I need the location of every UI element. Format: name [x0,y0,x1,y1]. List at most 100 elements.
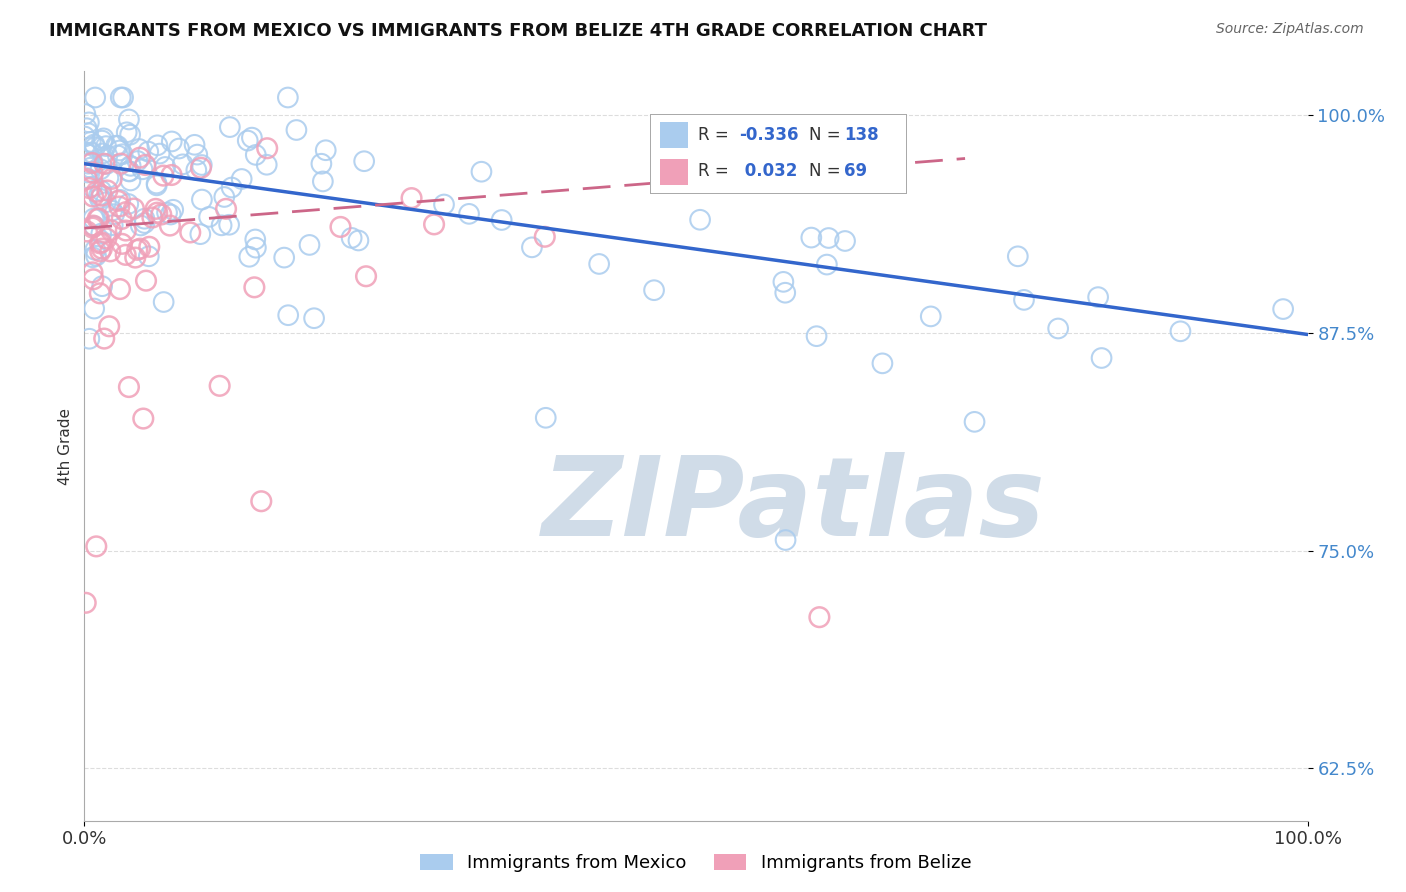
Point [145,202,167,216]
Point [76,165,98,179]
Point [491,213,513,227]
Point [808,610,831,624]
Point [118,164,141,178]
Point [100,171,122,186]
Point [79,161,101,175]
Point [83,219,105,234]
Point [128,142,150,156]
Point [141,211,163,225]
Point [218,120,240,134]
Point [311,157,333,171]
Point [97,170,120,185]
Point [75,107,97,121]
Point [256,158,278,172]
Point [152,169,174,183]
Point [77,126,100,140]
Point [134,158,156,172]
Point [872,356,894,370]
Point [82,165,104,179]
Point [779,161,801,176]
Text: R =: R = [699,161,734,180]
Point [118,112,141,127]
Point [588,257,610,271]
Point [96,157,118,171]
Point [146,138,169,153]
Point [236,134,259,148]
Point [86,185,108,199]
Point [458,207,481,221]
Point [136,145,159,159]
Point [354,269,377,284]
Point [800,230,823,244]
Point [155,160,177,174]
Point [145,178,167,193]
Point [122,202,145,216]
Point [689,212,711,227]
Point [215,202,238,216]
Point [89,162,111,177]
Point [110,90,132,104]
FancyBboxPatch shape [659,122,688,148]
Point [160,168,183,182]
Point [534,410,557,425]
Point [312,174,335,188]
Point [93,131,115,145]
Point [90,227,112,241]
Point [127,243,149,257]
Point [160,135,183,149]
Point [77,181,100,195]
Point [172,157,194,171]
Point [208,379,231,393]
Point [94,139,117,153]
Point [114,248,136,262]
Point [107,139,129,153]
Point [231,172,253,186]
Text: R =: R = [699,127,734,145]
Point [84,140,107,154]
Point [1007,249,1029,263]
Point [315,143,337,157]
Point [111,211,134,226]
Point [84,540,107,554]
Point [75,146,97,161]
Point [80,135,103,149]
Point [423,218,446,232]
Point [772,275,794,289]
Point [114,223,136,237]
Point [98,319,121,334]
Point [107,148,129,162]
Point [533,229,555,244]
Point [806,329,828,343]
Point [89,244,111,259]
Point [98,244,121,259]
Point [82,155,104,169]
Point [103,207,125,221]
Point [118,380,141,394]
Point [138,249,160,263]
Y-axis label: 4th Grade: 4th Grade [58,408,73,484]
Point [100,223,122,237]
Text: 0.032: 0.032 [740,161,797,180]
Point [773,285,796,300]
Point [340,231,363,245]
Point [104,138,127,153]
Point [101,218,124,232]
Point [86,211,108,226]
Point [110,156,132,170]
Point [198,210,221,224]
Point [120,128,142,142]
Text: ZIPatlas: ZIPatlas [541,452,1046,559]
Point [298,238,321,252]
Point [90,188,112,202]
Point [221,180,243,194]
Point [80,179,103,194]
Point [93,332,115,346]
Point [243,280,266,294]
Point [83,211,105,226]
Point [138,240,160,254]
Point [82,219,104,233]
Point [191,193,214,207]
Point [129,219,152,233]
Point [245,241,267,255]
Point [150,207,173,221]
